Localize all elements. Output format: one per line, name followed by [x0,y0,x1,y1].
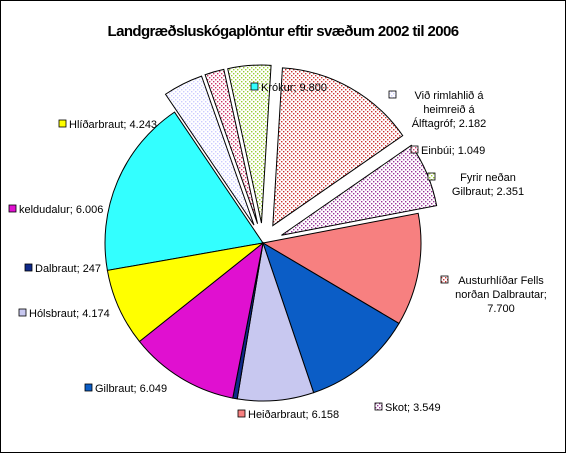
legend-swatch-10 [8,204,17,213]
slice-label-text: Einbúi; 1.049 [421,145,485,157]
slice-label-5: Skot; 3.549 [374,402,441,414]
legend-swatch-9 [24,263,33,272]
slice-label-text: Álftagróf; 2.182 [412,117,487,130]
legend-swatch-5 [374,402,383,411]
slice-label-text: keldudalur; 6.006 [19,204,103,216]
legend-swatch-6 [237,409,246,418]
slice-label-text: Gilbraut; 6.049 [95,383,167,395]
slice-label-text: norðan Dalbrautar; [455,289,547,301]
slice-label-9: Dalbraut; 247 [24,263,101,275]
pie-slice-6 [261,212,422,325]
legend-swatch-7 [84,383,93,392]
legend-swatch-3 [427,172,436,181]
slice-label-10: keldudalur; 6.006 [8,204,103,216]
slice-label-text: Hlíðarbraut; 4.243 [69,119,157,131]
legend-swatch-11 [58,119,67,128]
legend-swatch-1 [388,90,397,99]
pie-slice-0 [104,111,264,272]
slice-label-text: Skot; 3.549 [385,402,441,414]
slice-label-text: Við rimlahlið á [415,90,485,102]
pie-slice-3 [227,64,272,224]
slice-label-2: Einbúi; 1.049 [410,145,485,157]
slice-label-0: Krókur; 9.800 [250,82,327,94]
slice-label-text: Hólsbraut; 4.174 [29,308,110,320]
pie-slice-2 [204,68,259,224]
pie-slice-1 [164,75,255,226]
slice-label-text: 7.700 [487,303,515,315]
pie-slice-11 [106,242,264,343]
slice-label-7: Gilbraut; 6.049 [84,383,167,395]
slice-label-text: Gilbraut; 2.351 [452,186,524,198]
pie-slice-5 [281,144,438,236]
slice-label-11: Hlíðarbraut; 4.243 [58,119,157,131]
slice-label-4: Austurhlíðar Fells norðan Dalbrautar; 7.70… [440,275,547,315]
pie-slice-7 [262,241,400,394]
slice-label-text: heimreið á [423,104,475,116]
slice-label-text: Dalbraut; 247 [35,263,101,275]
slice-label-text: Fyrir neðan [460,172,516,184]
slice-label-text: Austurhlíðar Fells [458,275,544,287]
slice-labels: Krókur; 9.800 Við rimlahlið á heimreið áÁl… [8,82,547,421]
slice-label-text: Heiðarbraut; 6.158 [248,409,339,421]
legend-swatch-8 [18,308,27,317]
chart-title: Landgræðsluskógaplöntur eftir svæðum 200… [108,23,459,40]
slice-label-6: Heiðarbraut; 6.158 [237,409,339,421]
pie-slice-10 [138,241,264,399]
legend-swatch-0 [250,82,259,91]
slice-label-3: Fyrir neðan Gilbraut; 2.351 [427,172,524,198]
slice-label-text: Krókur; 9.800 [261,82,327,94]
slice-label-8: Hólsbraut; 4.174 [18,308,110,320]
pie-slice-4 [272,67,404,227]
legend-swatch-2 [410,145,419,154]
legend-swatch-4 [440,275,449,284]
pie-slices [104,64,438,402]
